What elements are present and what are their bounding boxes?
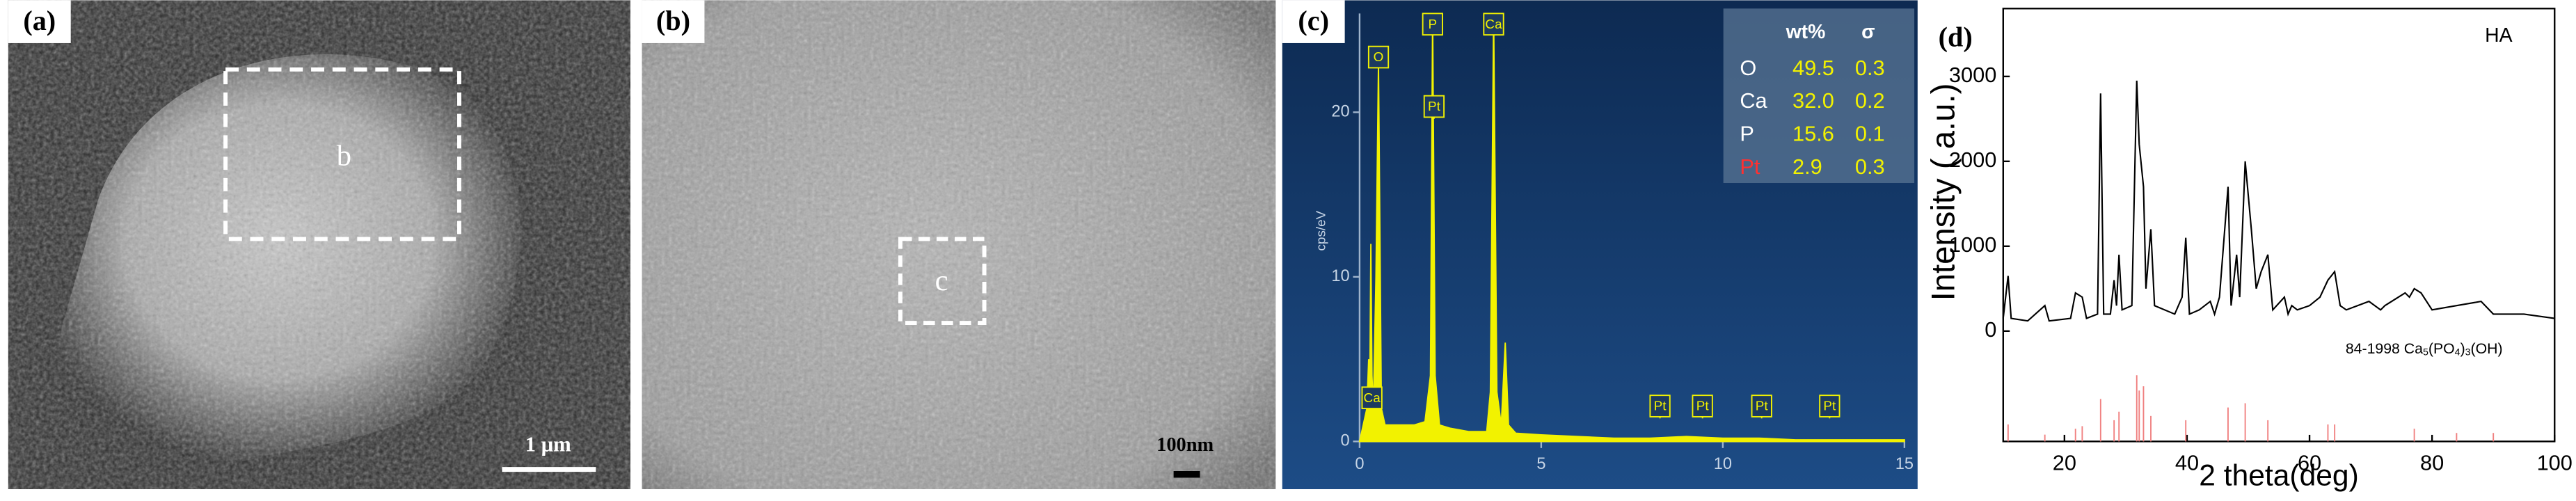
peak-label: P — [1429, 17, 1438, 32]
reference-label-part: 4 — [2455, 347, 2460, 358]
peak-label-box — [1361, 386, 1383, 410]
table-cell: Ca — [1740, 88, 1767, 113]
peak-label-box — [1423, 95, 1445, 118]
table-header: σ — [1861, 21, 1875, 43]
panel-label: (a) — [23, 5, 56, 36]
table-cell: 0.2 — [1855, 88, 1885, 113]
region-label: c — [935, 264, 948, 297]
peak-label: Pt — [1823, 399, 1836, 414]
legend: HA — [2485, 24, 2512, 47]
peak-label: Ca — [1485, 17, 1502, 32]
region-box — [898, 237, 987, 326]
y-axis-label: cps/eV — [1314, 210, 1328, 250]
peak-label: Pt — [1428, 100, 1441, 114]
reference-label-part: 3 — [2465, 347, 2471, 358]
table-cell: 49.5 — [1792, 56, 1834, 80]
x-tick-label: 10 — [1714, 455, 1732, 473]
table-cell: 15.6 — [1792, 122, 1834, 146]
table-cell: 2.9 — [1792, 154, 1822, 179]
y-tick-label: 0 — [1341, 432, 1350, 450]
x-tick-label: 60 — [2298, 451, 2321, 475]
x-tick-label: 20 — [2053, 451, 2076, 475]
reference-label-part: 84-1998 Ca — [2346, 340, 2423, 357]
reference-label: 84-1998 Ca5(PO4)3(OH) — [2346, 340, 2503, 358]
xrd-pattern — [2002, 80, 2555, 322]
table-cell: Pt — [1740, 154, 1760, 179]
table-header: wt% — [1786, 21, 1826, 43]
x-axis-label: 2 theta(deg) — [2199, 459, 2359, 493]
peak-label: Pt — [1696, 399, 1710, 414]
x-tick-label: 40 — [2175, 451, 2199, 475]
table-cell: 0.3 — [1855, 154, 1885, 179]
table-cell: 32.0 — [1792, 88, 1834, 113]
reference-label-part: (OH) — [2471, 340, 2503, 357]
texture — [8, 0, 630, 489]
scale-label: 1 μm — [525, 433, 571, 456]
panel-label: (b) — [656, 5, 690, 36]
reference-label-part: ) — [2460, 340, 2465, 357]
peak-label-box — [1367, 45, 1390, 69]
label-box — [1282, 0, 1345, 43]
peak-label: Ca — [1364, 391, 1381, 406]
panel-label: (d) — [1939, 21, 1973, 52]
label-box — [8, 0, 71, 43]
texture — [642, 0, 1276, 489]
peak-label: Pt — [1756, 399, 1769, 414]
peak-label-box — [1751, 395, 1772, 418]
y-tick-label: 20 — [1331, 103, 1349, 121]
plot-frame — [2002, 8, 2556, 443]
y-tick-label: 3000 — [1949, 63, 1996, 87]
peak-label: O — [1374, 50, 1384, 65]
y-tick-label: 2000 — [1949, 148, 1996, 172]
table-cell: 0.3 — [1855, 56, 1885, 80]
x-tick-label: 80 — [2420, 451, 2444, 475]
region-box — [223, 67, 461, 241]
table-cell: P — [1740, 122, 1754, 146]
x-tick-label: 0 — [1355, 455, 1364, 473]
y-tick-label: 1000 — [1949, 232, 1996, 257]
table-cell: O — [1740, 56, 1756, 80]
peak-label-box — [1649, 395, 1671, 418]
y-tick-label: 0 — [1985, 317, 1996, 342]
reference-label-part: (PO — [2428, 340, 2455, 357]
x-tick-label: 5 — [1536, 455, 1545, 473]
scale-label: 100nm — [1156, 434, 1214, 456]
peak-label-box — [1692, 395, 1713, 418]
region-label: b — [337, 139, 351, 172]
reference-label-part: 5 — [2423, 347, 2428, 358]
y-tick-label: 10 — [1331, 267, 1349, 285]
x-tick-label: 100 — [2537, 451, 2573, 475]
table-cell: 0.1 — [1855, 122, 1885, 146]
x-tick-label: 15 — [1895, 455, 1914, 473]
peak-label-box — [1483, 13, 1504, 36]
peak-label-box — [1819, 395, 1840, 418]
peak-label-box — [1422, 13, 1443, 36]
peak-label: Pt — [1654, 399, 1667, 414]
panel-label: (c) — [1298, 5, 1329, 36]
y-axis-label: Intensity ( a.u.) — [1925, 84, 1962, 301]
table-box — [1723, 8, 1915, 184]
label-box — [642, 0, 705, 43]
